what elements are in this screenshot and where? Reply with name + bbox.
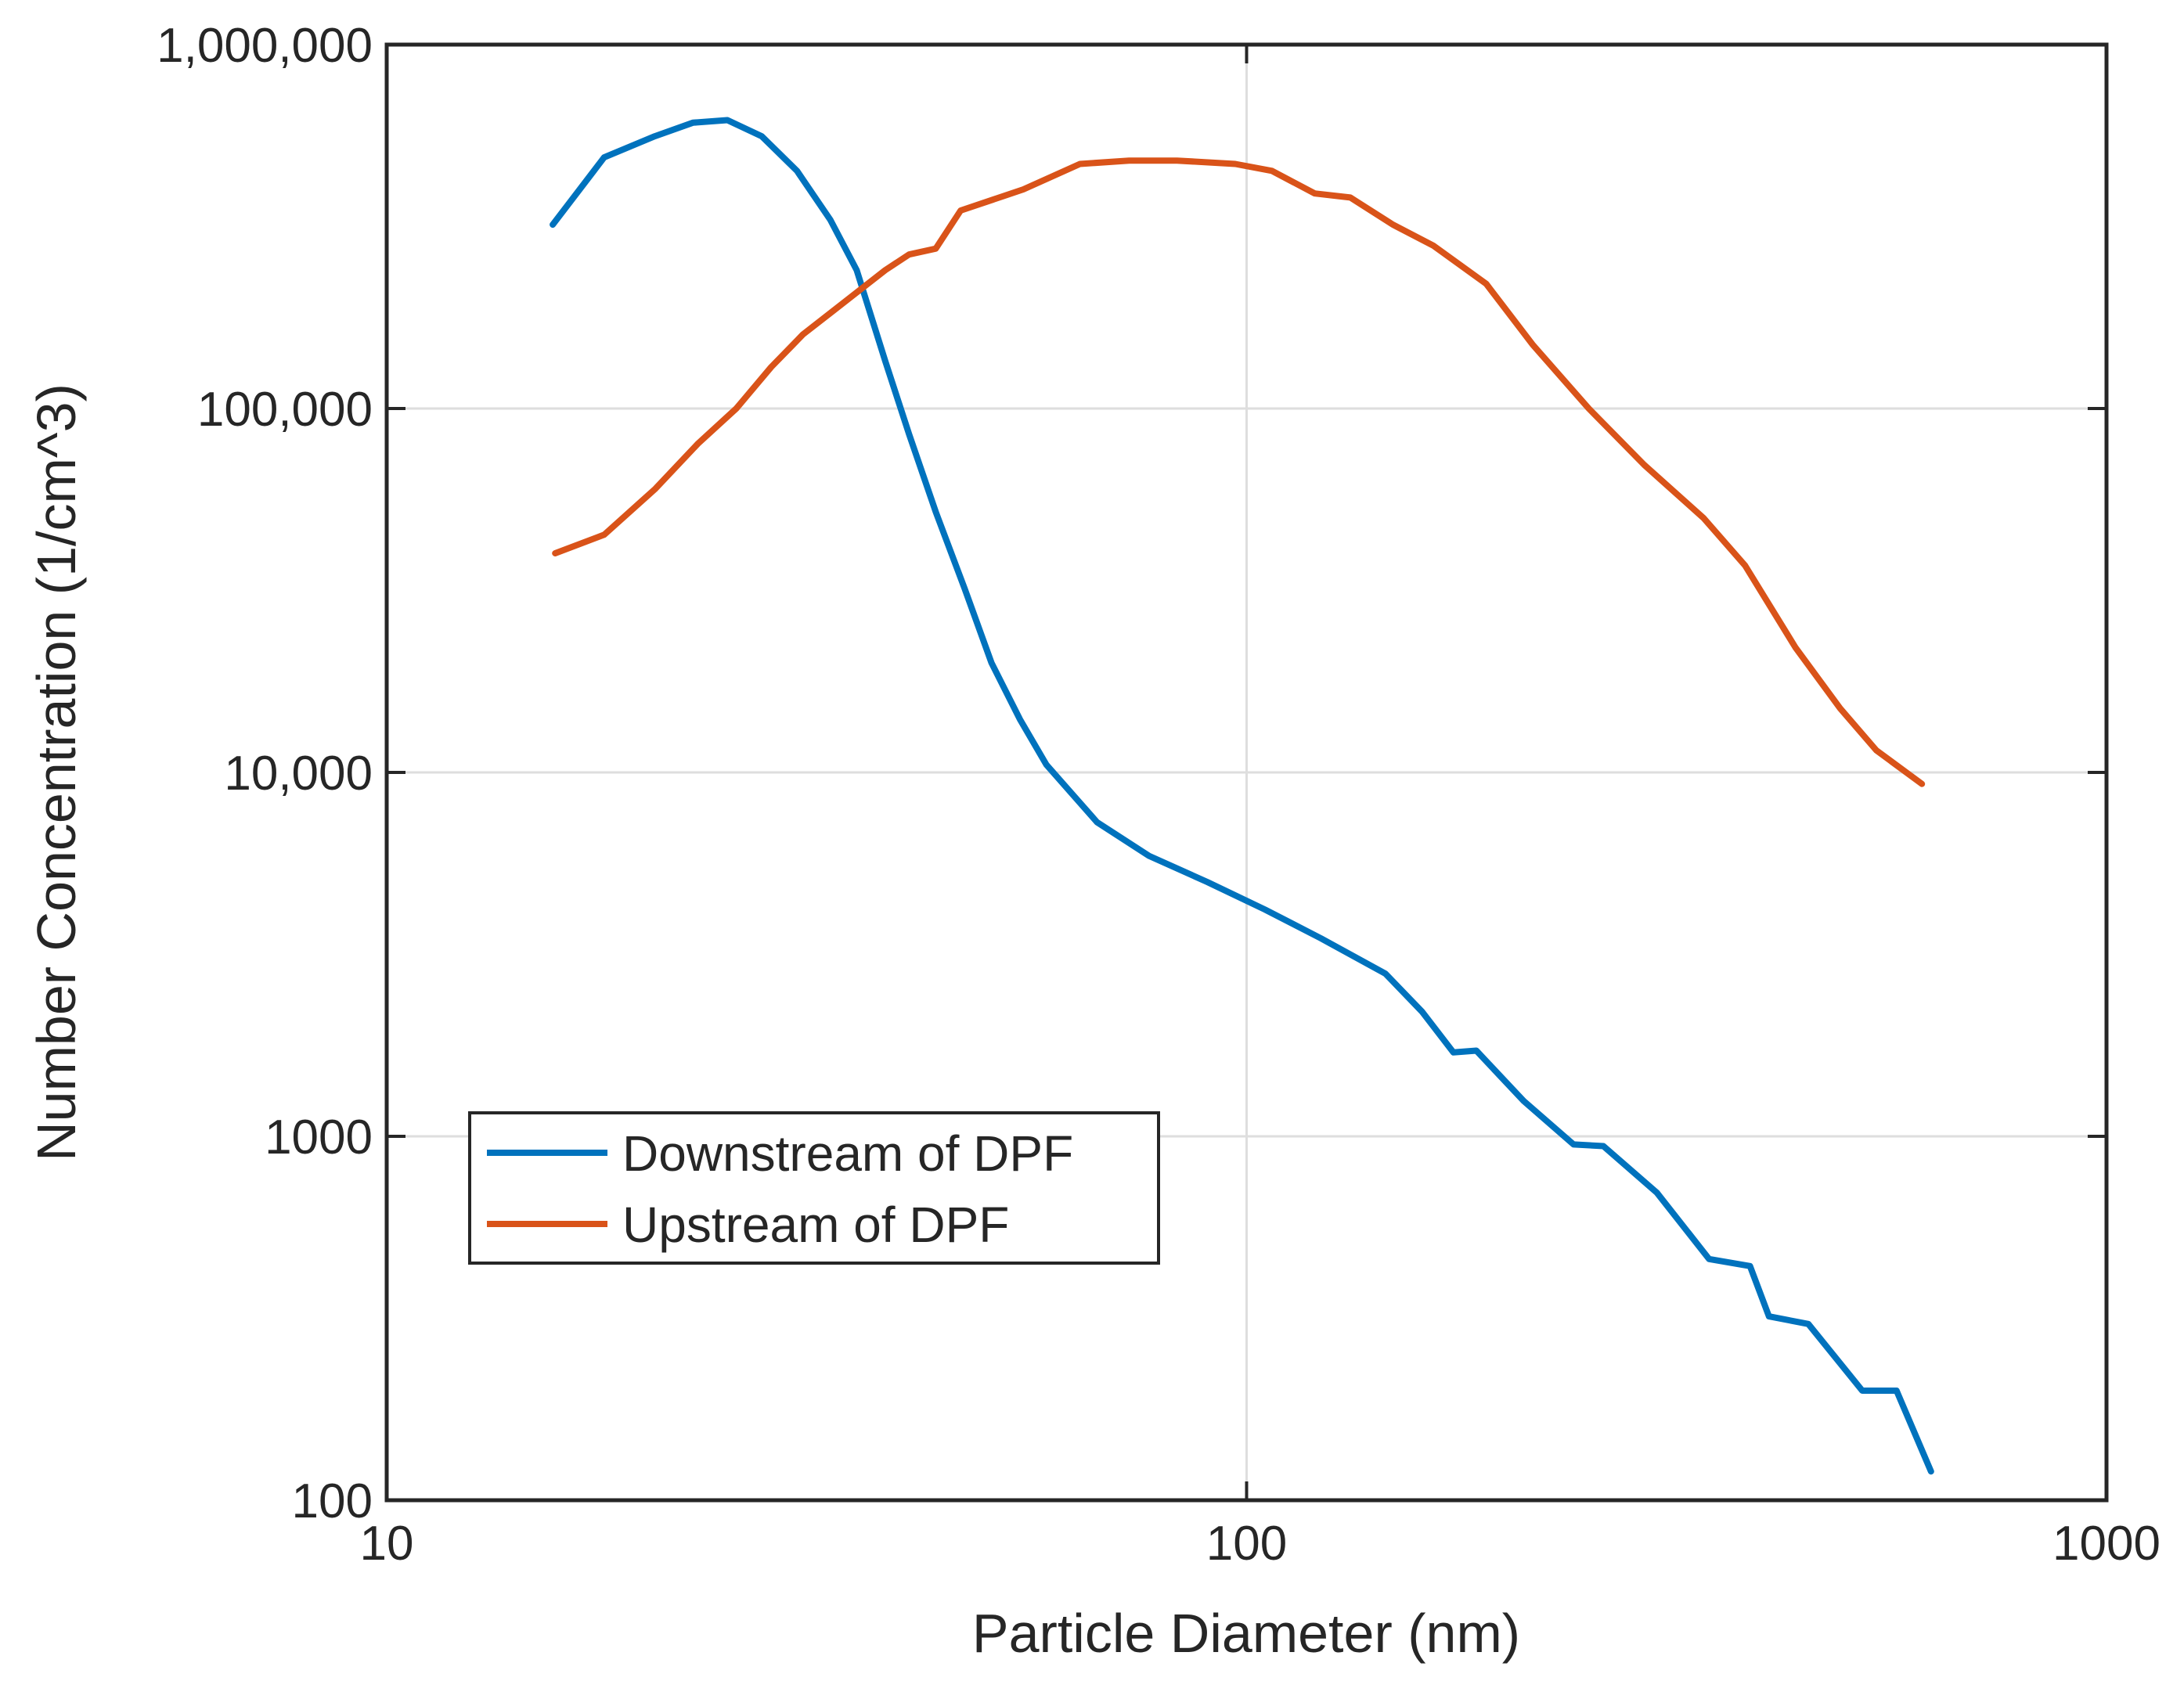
legend-label-upstream: Upstream of DPF	[622, 1197, 1009, 1253]
y-tick-label-2: 10,000	[224, 747, 373, 801]
series-line-upstream-of-dpf	[552, 157, 1926, 787]
ticks	[385, 43, 2108, 1502]
x-tick-label-2: 1000	[2052, 1517, 2161, 1571]
x-tick-label-1: 100	[1206, 1517, 1287, 1571]
x-tick-label-0: 10	[360, 1517, 414, 1571]
y-axis-label: Number Concentration (1/cm^3)	[26, 383, 87, 1161]
y-tick-label-1: 1000	[265, 1110, 373, 1164]
series-line-downstream-of-dpf	[550, 117, 1934, 1475]
series-layer	[550, 117, 1934, 1475]
legend: Downstream of DPF Upstream of DPF	[468, 1111, 1160, 1265]
x-axis-label: Particle Diameter (nm)	[972, 1603, 1520, 1664]
y-tick-label-4: 1,000,000	[157, 19, 373, 73]
legend-label-downstream: Downstream of DPF	[622, 1125, 1073, 1182]
y-tick-label-0: 100	[292, 1474, 373, 1528]
legend-box	[468, 1111, 1160, 1265]
y-tick-label-3: 100,000	[197, 383, 373, 437]
